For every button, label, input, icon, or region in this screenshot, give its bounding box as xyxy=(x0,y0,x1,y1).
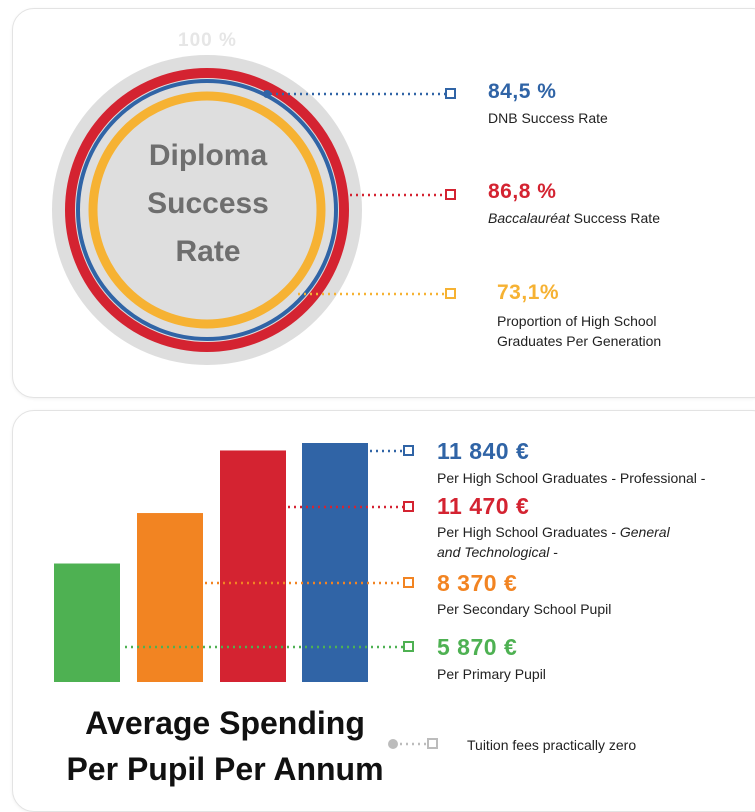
dnb-leader-end xyxy=(445,88,456,99)
bac-label: Baccalauréat Success Rate xyxy=(488,208,660,228)
grad-label: Proportion of High School Graduates Per G… xyxy=(497,311,661,351)
tuition-note: Tuition fees practically zero xyxy=(467,737,637,753)
grad-label-line1: Proportion of High School xyxy=(497,313,657,329)
dnb-value: 84,5 % xyxy=(488,80,557,103)
general-value: 11 470 € xyxy=(437,493,530,519)
bac-value: 86,8 % xyxy=(488,180,557,203)
dnb-marker-dot xyxy=(263,90,271,98)
ring-chart-title: Diploma Success Rate xyxy=(118,132,298,276)
secondary-label: Per Secondary School Pupil xyxy=(437,601,612,617)
tuition-leader-end xyxy=(427,738,438,749)
bottom-leaders xyxy=(125,445,438,749)
secondary-leader-end xyxy=(403,577,414,588)
top-leaders xyxy=(270,88,456,299)
primary-value: 5 870 € xyxy=(437,634,518,660)
general-label-italic1: General xyxy=(619,524,670,540)
general-label-plain1: Per High School Graduates - xyxy=(437,524,620,540)
general-leader-end xyxy=(403,501,414,512)
grad-label-line2: Graduates Per Generation xyxy=(497,333,662,349)
secondary-value: 8 370 € xyxy=(437,570,518,596)
ring-chart-title-text: Diploma Success Rate xyxy=(118,132,298,276)
secondary-bar xyxy=(137,513,203,682)
ring-chart-title-word: Success xyxy=(147,187,269,220)
dnb-ring xyxy=(76,79,338,341)
bac-leader-end xyxy=(445,189,456,200)
bar-chart-title-line2: Per Pupil Per Annum xyxy=(66,751,384,787)
general-label-italic2: and Technological xyxy=(437,544,550,560)
bac-label-italic: Baccalauréat xyxy=(488,210,570,226)
general-bar xyxy=(220,450,286,682)
general-label-plain2: - xyxy=(549,544,558,560)
ring-chart xyxy=(52,55,362,365)
graduates-ring xyxy=(88,91,326,329)
ring-chart-title-word: Diploma xyxy=(148,139,268,172)
bar-chart-title-line1: Average Spending xyxy=(85,705,365,741)
general-label: Per High School Graduates - General and T… xyxy=(437,522,670,562)
full-scale-label: 100 % xyxy=(178,30,237,51)
primary-leader-end xyxy=(403,641,414,652)
primary-bar xyxy=(54,563,120,682)
primary-label: Per Primary Pupil xyxy=(437,666,546,682)
professional-label: Per High School Graduates - Professional… xyxy=(437,470,706,486)
tuition-dot xyxy=(388,739,398,749)
infographic-graphics xyxy=(52,55,456,749)
grad-leader-end xyxy=(445,288,456,299)
bar-chart-title: Average Spending Per Pupil Per Annum xyxy=(40,700,410,792)
spending-bars xyxy=(54,443,368,682)
professional-bar xyxy=(302,443,368,682)
baccalaureat-ring xyxy=(65,68,349,352)
bac-label-rest: Success Rate xyxy=(569,210,660,226)
dnb-label: DNB Success Rate xyxy=(488,110,608,126)
professional-leader-end xyxy=(403,445,414,456)
ring-chart-title-word: Rate xyxy=(175,235,241,268)
grad-value: 73,1% xyxy=(497,281,560,304)
professional-value: 11 840 € xyxy=(437,438,530,464)
spending-card xyxy=(12,410,755,812)
